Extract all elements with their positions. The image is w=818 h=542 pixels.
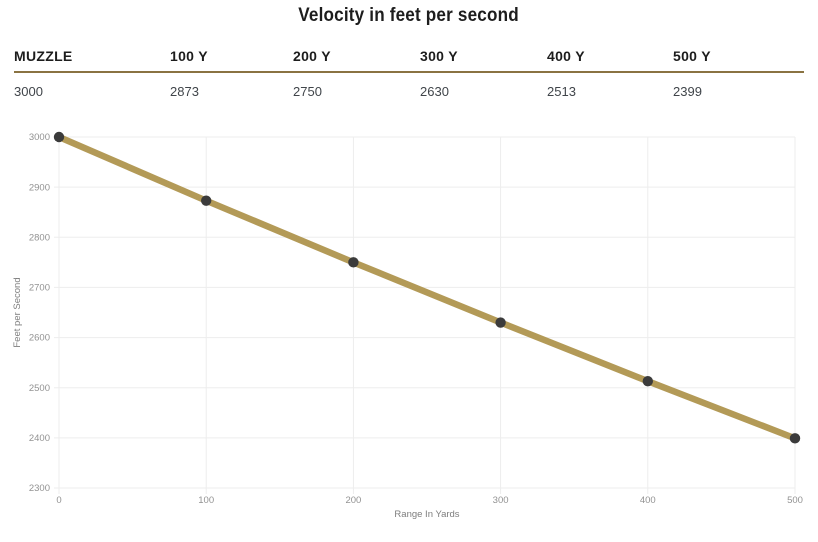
value-400y: 2513 (547, 84, 576, 99)
value-muzzle: 3000 (14, 84, 43, 99)
value-100y: 2873 (170, 84, 199, 99)
page-title: Velocity in feet per second (0, 5, 818, 27)
header-400y: 400 Y (547, 48, 585, 64)
y-tick-label: 2700 (29, 283, 50, 294)
header-500y: 500 Y (673, 48, 711, 64)
velocity-chart-panel: Velocity in feet per second MUZZLE 100 Y… (0, 5, 818, 529)
y-tick-label: 2300 (29, 483, 50, 494)
y-axis-title: Feet per Second (12, 277, 23, 347)
data-point (201, 195, 212, 206)
data-point (642, 375, 653, 387)
y-tick-label: 2600 (29, 333, 50, 344)
table-divider (14, 71, 804, 73)
value-300y: 2630 (420, 84, 449, 99)
x-tick-label: 400 (640, 495, 656, 506)
x-tick-label: 500 (787, 495, 803, 506)
velocity-table: MUZZLE 100 Y 200 Y 300 Y 400 Y 500 Y 300… (14, 48, 804, 99)
chart-grid (54, 136, 796, 494)
y-tick-label: 2500 (29, 383, 50, 394)
velocity-line-chart: 2300 2400 2500 2600 2700 2800 2900 3000 0 100 200 3… (0, 124, 818, 529)
y-tick-label: 3000 (29, 132, 50, 143)
y-tick-label: 2900 (29, 182, 50, 193)
x-tick-label: 0 (56, 495, 61, 506)
data-point (53, 131, 65, 143)
x-tick-label: 100 (198, 495, 214, 506)
line-chart-svg: 2300 2400 2500 2600 2700 2800 2900 3000 0 100 200 3… (12, 131, 803, 520)
y-tick-label: 2800 (29, 232, 50, 243)
data-point (789, 433, 801, 444)
header-muzzle: MUZZLE (14, 48, 73, 64)
x-tick-label: 300 (493, 495, 509, 506)
velocity-table-header-row: MUZZLE 100 Y 200 Y 300 Y 400 Y 500 Y (14, 48, 804, 71)
x-axis-title: Range In Yards (394, 509, 459, 520)
axis-tick-labels: 2300 2400 2500 2600 2700 2800 2900 3000 0 100 200 3… (29, 132, 803, 506)
velocity-series-line (55, 133, 799, 442)
header-300y: 300 Y (420, 48, 458, 64)
data-point (495, 317, 506, 328)
x-tick-label: 200 (345, 495, 361, 506)
value-200y: 2750 (293, 84, 322, 99)
header-200y: 200 Y (293, 48, 331, 64)
y-tick-label: 2400 (29, 433, 50, 444)
data-point (348, 257, 359, 268)
header-100y: 100 Y (170, 48, 208, 64)
velocity-table-value-row: 3000 2873 2750 2630 2513 2399 (14, 73, 804, 99)
value-500y: 2399 (673, 84, 702, 99)
page-title-text: Velocity in feet per second (298, 5, 520, 26)
